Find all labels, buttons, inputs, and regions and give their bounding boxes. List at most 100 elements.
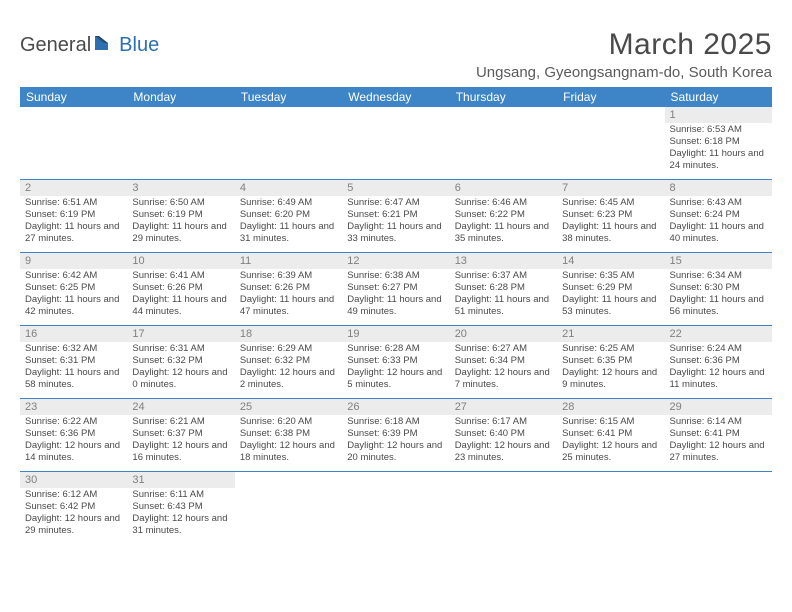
day-header-friday: Friday [557,87,664,107]
calendar-week: 2Sunrise: 6:51 AMSunset: 6:19 PMDaylight… [20,180,772,253]
day-number: 19 [342,326,449,342]
day-details: Sunrise: 6:15 AMSunset: 6:41 PMDaylight:… [557,415,664,467]
day-header-monday: Monday [127,87,234,107]
month-title: March 2025 [476,28,772,62]
calendar-day-cell: 28Sunrise: 6:15 AMSunset: 6:41 PMDayligh… [557,399,664,472]
calendar-day-cell: 8Sunrise: 6:43 AMSunset: 6:24 PMDaylight… [665,180,772,253]
day-number: 3 [127,180,234,196]
calendar-day-cell: 21Sunrise: 6:25 AMSunset: 6:35 PMDayligh… [557,326,664,399]
calendar-day-cell: 10Sunrise: 6:41 AMSunset: 6:26 PMDayligh… [127,253,234,326]
calendar-day-cell: 27Sunrise: 6:17 AMSunset: 6:40 PMDayligh… [450,399,557,472]
day-number: 4 [235,180,342,196]
day-number: 30 [20,472,127,488]
calendar-day-cell: 9Sunrise: 6:42 AMSunset: 6:25 PMDaylight… [20,253,127,326]
day-details: Sunrise: 6:42 AMSunset: 6:25 PMDaylight:… [20,269,127,321]
day-details: Sunrise: 6:38 AMSunset: 6:27 PMDaylight:… [342,269,449,321]
calendar-day-cell [342,107,449,180]
day-details: Sunrise: 6:24 AMSunset: 6:36 PMDaylight:… [665,342,772,394]
day-number: 13 [450,253,557,269]
empty-strip [235,107,342,123]
day-details: Sunrise: 6:53 AMSunset: 6:18 PMDaylight:… [665,123,772,175]
day-number: 7 [557,180,664,196]
calendar-day-cell [127,107,234,180]
calendar-grid: SundayMondayTuesdayWednesdayThursdayFrid… [20,87,772,545]
calendar-day-cell: 1Sunrise: 6:53 AMSunset: 6:18 PMDaylight… [665,107,772,180]
day-details: Sunrise: 6:47 AMSunset: 6:21 PMDaylight:… [342,196,449,248]
day-details: Sunrise: 6:32 AMSunset: 6:31 PMDaylight:… [20,342,127,394]
calendar-day-cell [235,472,342,545]
calendar-day-cell [557,472,664,545]
header: General Blue March 2025 Ungsang, Gyeongs… [20,28,772,81]
day-number: 18 [235,326,342,342]
calendar-week: 9Sunrise: 6:42 AMSunset: 6:25 PMDaylight… [20,253,772,326]
calendar-day-cell: 6Sunrise: 6:46 AMSunset: 6:22 PMDaylight… [450,180,557,253]
calendar-day-cell: 13Sunrise: 6:37 AMSunset: 6:28 PMDayligh… [450,253,557,326]
day-number: 22 [665,326,772,342]
calendar-day-cell [235,107,342,180]
title-block: March 2025 Ungsang, Gyeongsangnam-do, So… [476,28,772,81]
calendar-day-cell: 7Sunrise: 6:45 AMSunset: 6:23 PMDaylight… [557,180,664,253]
day-header-thursday: Thursday [450,87,557,107]
day-details: Sunrise: 6:29 AMSunset: 6:32 PMDaylight:… [235,342,342,394]
calendar-day-cell: 15Sunrise: 6:34 AMSunset: 6:30 PMDayligh… [665,253,772,326]
calendar-day-cell: 30Sunrise: 6:12 AMSunset: 6:42 PMDayligh… [20,472,127,545]
day-number: 1 [665,107,772,123]
empty-strip [557,107,664,123]
day-details: Sunrise: 6:49 AMSunset: 6:20 PMDaylight:… [235,196,342,248]
day-number: 6 [450,180,557,196]
day-number: 23 [20,399,127,415]
calendar-day-cell: 2Sunrise: 6:51 AMSunset: 6:19 PMDaylight… [20,180,127,253]
day-details: Sunrise: 6:31 AMSunset: 6:32 PMDaylight:… [127,342,234,394]
day-number: 21 [557,326,664,342]
day-details: Sunrise: 6:43 AMSunset: 6:24 PMDaylight:… [665,196,772,248]
empty-strip [342,107,449,123]
day-number: 31 [127,472,234,488]
day-number: 25 [235,399,342,415]
day-number: 16 [20,326,127,342]
calendar-day-cell: 17Sunrise: 6:31 AMSunset: 6:32 PMDayligh… [127,326,234,399]
calendar-day-cell: 11Sunrise: 6:39 AMSunset: 6:26 PMDayligh… [235,253,342,326]
day-number: 12 [342,253,449,269]
day-details: Sunrise: 6:50 AMSunset: 6:19 PMDaylight:… [127,196,234,248]
empty-strip [20,107,127,123]
day-details: Sunrise: 6:12 AMSunset: 6:42 PMDaylight:… [20,488,127,540]
logo-flag-icon [95,34,117,57]
day-header-tuesday: Tuesday [235,87,342,107]
day-details: Sunrise: 6:25 AMSunset: 6:35 PMDaylight:… [557,342,664,394]
calendar-day-cell [557,107,664,180]
calendar-day-cell [20,107,127,180]
calendar-day-cell [342,472,449,545]
calendar-day-cell [665,472,772,545]
day-details: Sunrise: 6:20 AMSunset: 6:38 PMDaylight:… [235,415,342,467]
calendar-day-cell: 22Sunrise: 6:24 AMSunset: 6:36 PMDayligh… [665,326,772,399]
calendar-week: 30Sunrise: 6:12 AMSunset: 6:42 PMDayligh… [20,472,772,545]
empty-strip [450,107,557,123]
calendar-day-cell: 18Sunrise: 6:29 AMSunset: 6:32 PMDayligh… [235,326,342,399]
day-details: Sunrise: 6:21 AMSunset: 6:37 PMDaylight:… [127,415,234,467]
day-details: Sunrise: 6:18 AMSunset: 6:39 PMDaylight:… [342,415,449,467]
day-number: 28 [557,399,664,415]
day-details: Sunrise: 6:27 AMSunset: 6:34 PMDaylight:… [450,342,557,394]
day-details: Sunrise: 6:22 AMSunset: 6:36 PMDaylight:… [20,415,127,467]
calendar-day-cell: 3Sunrise: 6:50 AMSunset: 6:19 PMDaylight… [127,180,234,253]
logo-text-blue: Blue [119,34,159,57]
calendar-day-cell: 26Sunrise: 6:18 AMSunset: 6:39 PMDayligh… [342,399,449,472]
day-number: 9 [20,253,127,269]
day-number: 20 [450,326,557,342]
day-number: 17 [127,326,234,342]
calendar-day-cell: 29Sunrise: 6:14 AMSunset: 6:41 PMDayligh… [665,399,772,472]
logo-text-general: General [20,34,91,57]
calendar-day-cell: 5Sunrise: 6:47 AMSunset: 6:21 PMDaylight… [342,180,449,253]
calendar-day-cell: 24Sunrise: 6:21 AMSunset: 6:37 PMDayligh… [127,399,234,472]
day-header-sunday: Sunday [20,87,127,107]
calendar-week: 1Sunrise: 6:53 AMSunset: 6:18 PMDaylight… [20,107,772,180]
day-number: 24 [127,399,234,415]
calendar-day-cell: 4Sunrise: 6:49 AMSunset: 6:20 PMDaylight… [235,180,342,253]
day-number: 15 [665,253,772,269]
day-number: 8 [665,180,772,196]
day-details: Sunrise: 6:17 AMSunset: 6:40 PMDaylight:… [450,415,557,467]
calendar-week: 16Sunrise: 6:32 AMSunset: 6:31 PMDayligh… [20,326,772,399]
calendar-day-cell [450,472,557,545]
calendar-day-cell [450,107,557,180]
calendar-day-cell: 31Sunrise: 6:11 AMSunset: 6:43 PMDayligh… [127,472,234,545]
